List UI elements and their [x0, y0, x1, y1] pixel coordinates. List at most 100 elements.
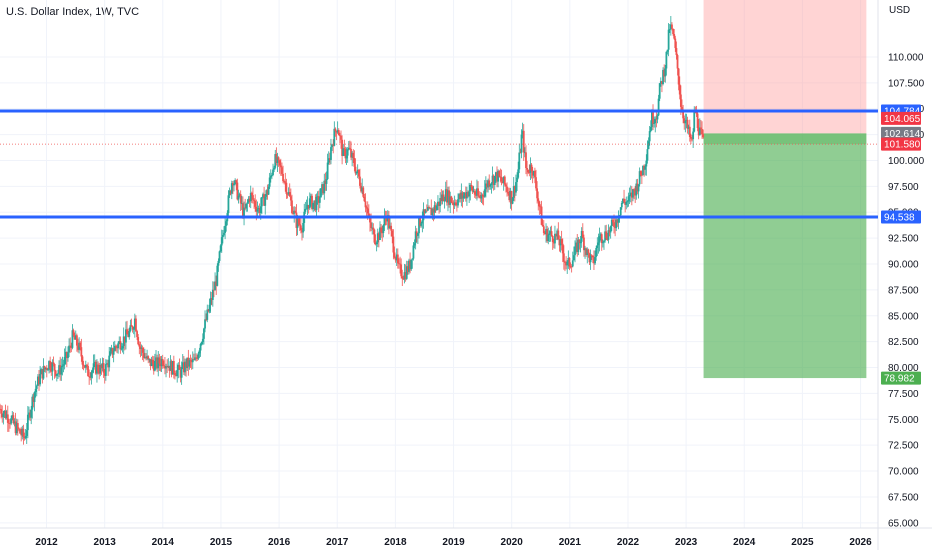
- candle-body: [599, 234, 602, 237]
- candle-body: [216, 265, 219, 286]
- candle-body: [209, 298, 212, 305]
- candle-body: [552, 242, 555, 244]
- candle-body: [275, 154, 278, 163]
- candle-body: [508, 193, 511, 201]
- candle-body: [346, 149, 349, 156]
- candle-body: [51, 362, 54, 372]
- candle-body: [9, 422, 11, 424]
- candle-body: [659, 81, 662, 84]
- candle-body: [664, 68, 667, 77]
- x-tick-label: 2023: [675, 537, 698, 548]
- candle-body: [636, 183, 639, 192]
- candle-body: [627, 196, 630, 202]
- candle-body: [3, 410, 6, 414]
- candle-body: [302, 222, 305, 233]
- candle-body: [108, 355, 111, 368]
- candle-body: [196, 358, 199, 359]
- candle-body: [469, 185, 472, 192]
- candle-body: [352, 152, 355, 158]
- candle-body: [109, 351, 112, 356]
- candle-body: [589, 255, 592, 263]
- candle-body: [470, 185, 473, 187]
- candle-body: [181, 362, 184, 367]
- candle-body: [674, 38, 677, 49]
- candle-body: [29, 412, 31, 418]
- candle-body: [0, 409, 3, 414]
- candle-body: [454, 202, 457, 205]
- candle-body: [237, 195, 240, 200]
- candle-body: [428, 207, 430, 209]
- candle-body: [26, 414, 29, 431]
- candle-body: [263, 194, 266, 206]
- candle-body: [286, 193, 289, 195]
- candle-body: [315, 196, 318, 211]
- y-tick-label: 97.500: [888, 182, 919, 193]
- candle-body: [90, 372, 93, 378]
- candle-body: [472, 191, 475, 193]
- candle-body: [138, 344, 141, 347]
- candle-body: [546, 229, 549, 242]
- candles: [0, 16, 705, 445]
- currency-label[interactable]: USD: [889, 5, 911, 16]
- candle-body: [594, 256, 596, 264]
- candle-body: [162, 365, 165, 367]
- candle-body: [610, 219, 613, 227]
- candle-body: [637, 184, 640, 192]
- candle-body: [609, 226, 612, 233]
- candle-body: [326, 162, 329, 180]
- candle-body: [281, 167, 283, 174]
- candle-body: [422, 209, 425, 221]
- candle-body: [370, 222, 372, 229]
- candle-body: [415, 231, 418, 236]
- candle-body: [477, 188, 479, 196]
- candle-body: [128, 331, 131, 337]
- candle-body: [367, 213, 370, 216]
- candle-body: [433, 205, 436, 213]
- candle-body: [107, 363, 109, 368]
- symbol-title[interactable]: U.S. Dollar Index, 1W, TVC: [6, 6, 140, 18]
- candle-body: [48, 361, 50, 370]
- candle-body: [317, 196, 320, 203]
- candle-body: [89, 376, 92, 378]
- candle-body: [167, 365, 170, 368]
- candle-body: [170, 361, 173, 375]
- candle-body: [409, 260, 411, 270]
- candle-body: [333, 128, 336, 146]
- candle-body: [137, 337, 140, 345]
- candle-body: [437, 201, 439, 207]
- candle-body: [35, 385, 38, 389]
- candle-body: [148, 358, 151, 360]
- candle-body: [82, 364, 85, 366]
- candle-body: [654, 118, 657, 124]
- candle-body: [312, 202, 315, 210]
- candle-body: [123, 336, 126, 343]
- candle-body: [182, 362, 185, 373]
- candle-body: [394, 257, 397, 261]
- candle-body: [299, 225, 302, 231]
- candle-body: [476, 188, 478, 196]
- candle-body: [305, 208, 308, 210]
- candle-body: [252, 195, 254, 200]
- candle-body: [682, 112, 685, 119]
- candle-body: [332, 144, 335, 146]
- candle-body: [52, 362, 55, 365]
- x-tick-label: 2021: [559, 537, 582, 548]
- candle-body: [12, 415, 15, 424]
- candle-body: [266, 190, 269, 195]
- candle-body: [685, 119, 688, 121]
- candle-body: [590, 255, 593, 257]
- candle-body: [13, 421, 16, 424]
- candle-body: [127, 334, 130, 337]
- candle-body: [500, 177, 503, 182]
- x-tick-label: 2012: [35, 537, 58, 548]
- candle-body: [489, 184, 492, 187]
- candle-body: [97, 364, 99, 372]
- candle-body: [106, 363, 108, 365]
- candle-body: [539, 206, 542, 208]
- candle-body: [412, 245, 415, 259]
- candle-body: [657, 98, 660, 116]
- candle-body: [155, 357, 157, 362]
- candle-body: [457, 199, 459, 206]
